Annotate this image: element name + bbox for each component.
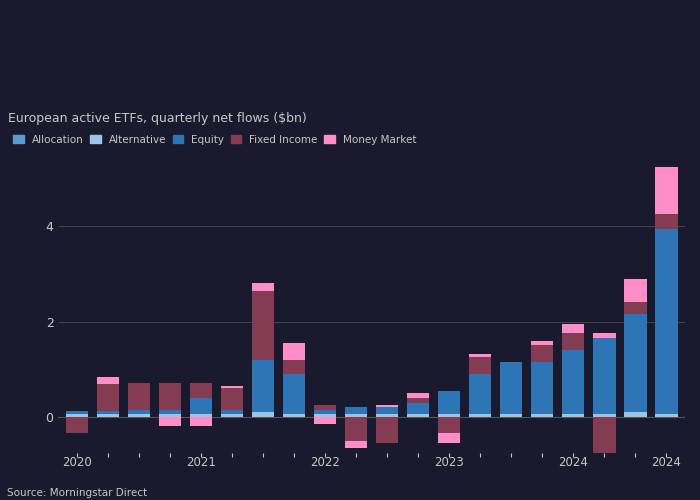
Bar [190,398,212,414]
Bar [97,378,119,384]
Bar [221,414,244,417]
Bar [407,414,429,417]
Bar [66,414,88,417]
Bar [252,284,274,290]
Bar [407,393,429,398]
Bar [314,414,336,417]
Bar [345,408,368,414]
Bar [562,414,584,417]
Bar [593,334,615,338]
Bar [221,388,244,409]
Bar [624,314,647,412]
Bar [407,402,429,414]
Bar [159,384,181,409]
Bar [438,390,461,414]
Bar [66,411,88,414]
Text: 2023: 2023 [435,456,464,469]
Bar [438,414,461,417]
Bar [531,362,554,414]
Bar [469,374,491,414]
Bar [593,414,615,417]
Bar [66,417,88,434]
Bar [655,166,678,214]
Bar [128,414,150,417]
Text: 2024: 2024 [559,456,588,469]
Bar [97,384,119,410]
Bar [190,417,212,426]
Bar [376,417,398,443]
Legend: Allocation, Alternative, Equity, Fixed Income, Money Market: Allocation, Alternative, Equity, Fixed I… [13,135,416,145]
Bar [469,358,491,374]
Text: 2020: 2020 [62,456,92,469]
Bar [97,414,119,417]
Bar [376,405,398,407]
Bar [190,384,212,398]
Bar [624,302,647,314]
Bar [283,343,305,359]
Bar [593,338,615,414]
Bar [562,350,584,414]
Bar [624,412,647,417]
Bar [562,334,584,350]
Bar [624,278,647,302]
Bar [283,374,305,414]
Bar [97,410,119,414]
Text: Source: Morningstar Direct: Source: Morningstar Direct [7,488,147,498]
Bar [128,384,150,409]
Bar [283,360,305,374]
Bar [345,417,368,440]
Bar [376,408,398,414]
Bar [593,417,615,452]
Bar [159,417,181,426]
Bar [655,214,678,228]
Bar [314,405,336,409]
Bar [128,410,150,414]
Bar [345,414,368,417]
Bar [314,410,336,414]
Bar [221,410,244,414]
Bar [469,414,491,417]
Text: 2021: 2021 [186,456,216,469]
Bar [531,340,554,345]
Bar [500,414,522,417]
Bar [283,414,305,417]
Bar [655,228,678,414]
Text: 2022: 2022 [310,456,340,469]
Bar [345,440,368,448]
Bar [500,362,522,414]
Bar [190,414,212,417]
Text: European active ETFs, quarterly net flows ($bn): European active ETFs, quarterly net flow… [8,112,307,126]
Bar [252,360,274,412]
Bar [655,414,678,417]
Text: 2024: 2024 [652,456,681,469]
Bar [376,414,398,417]
Bar [407,398,429,402]
Bar [562,324,584,334]
Bar [438,417,461,434]
Bar [221,386,244,388]
Bar [531,346,554,362]
Bar [314,417,336,424]
Bar [252,290,274,360]
Bar [438,434,461,443]
Bar [531,414,554,417]
Bar [252,412,274,417]
Bar [159,414,181,417]
Bar [469,354,491,358]
Bar [159,410,181,414]
